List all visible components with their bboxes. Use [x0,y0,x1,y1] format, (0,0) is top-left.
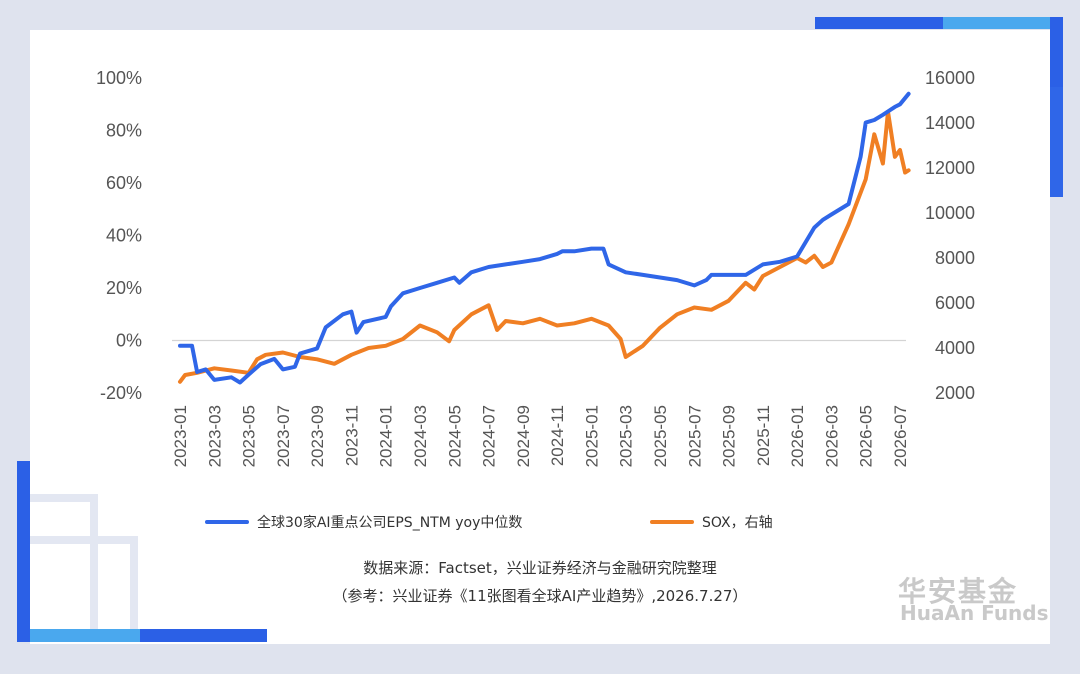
x-axis-tick-label: 2025-03 [617,405,636,467]
right-axis-tick-label: 8000 [935,248,975,268]
deco-bar-top-light [943,17,1050,29]
right-axis-tick-label: 12000 [925,158,975,178]
series-line-eps [178,91,911,385]
x-axis-tick-label: 2026-07 [891,405,910,467]
x-axis-tick-label: 2024-11 [548,405,567,466]
x-axis-tick-label: 2023-07 [274,405,293,467]
x-axis-tick-label: 2026-01 [788,405,807,467]
x-axis-tick-label: 2024-09 [514,405,533,467]
x-axis-tick-label: 2026-03 [822,405,841,467]
x-axis-tick-label: 2024-03 [411,405,430,467]
deco-square-outline-1 [30,494,98,634]
x-axis-tick-label: 2023-03 [205,405,224,467]
deco-bar-left-dark [17,461,30,642]
legend-label-series2: SOX，右轴 [702,515,773,531]
legend-label-series1: 全球30家AI重点公司EPS_NTM yoy中位数 [257,515,523,531]
series-line-sox [178,109,911,384]
left-axis-tick-label: 60% [106,173,142,193]
right-axis-tick-label: 2000 [935,383,975,403]
right-axis-tick-label: 4000 [935,338,975,358]
left-axis-tick-label: 100% [96,68,142,88]
right-axis-ticks: 16000 14000 12000 10000 8000 6000 4000 2000 [925,68,975,403]
brand-logo-cn: 华安基金 [898,575,1019,608]
left-axis-tick-label: 80% [106,121,142,141]
x-axis-tick-label: 2025-09 [720,405,739,467]
right-axis-tick-label: 6000 [935,293,975,313]
x-axis-tick-label: 2023-11 [342,405,361,466]
deco-bar-top-dark [815,17,943,29]
right-axis-tick-label: 10000 [925,203,975,223]
x-axis-tick-label: 2023-01 [171,405,190,467]
deco-bar-bottom-dark [140,629,267,642]
legend-swatch-series1 [205,520,249,524]
x-axis-tick-label: 2024-07 [480,405,499,467]
left-axis-tick-label: 0% [116,331,142,351]
deco-bar-top-dark-end [1050,17,1063,29]
deco-square-outline-2 [30,536,138,634]
x-axis-tick-label: 2026-05 [857,405,876,467]
left-axis-tick-label: -20% [100,383,142,403]
deco-bar-bottom-light [30,629,140,642]
left-axis-tick-label: 20% [106,278,142,298]
source-note: 数据来源：Factset，兴业证券经济与金融研究院整理 [363,559,717,577]
right-axis-tick-label: 14000 [925,113,975,133]
legend-item-series1: 全球30家AI重点公司EPS_NTM yoy中位数 [205,511,522,533]
x-axis-ticks: 2023-01 2023-03 2023-05 2023-07 2023-09 2023-… [171,405,910,467]
deco-bar-right-dark [1050,29,1063,87]
x-axis-tick-label: 2025-07 [685,405,704,467]
x-axis-tick-label: 2023-05 [240,405,259,467]
right-axis-tick-label: 16000 [925,68,975,88]
x-axis-tick-label: 2025-11 [754,405,773,466]
x-axis-tick-label: 2023-09 [308,405,327,467]
chart-card [30,30,1050,644]
deco-bar-right-light [1050,87,1063,197]
x-axis-tick-label: 2024-05 [445,405,464,467]
legend-item-series2: SOX，右轴 [650,511,773,533]
brand-logo-en: HuaAn Funds [900,601,1049,625]
series-lines [178,91,911,385]
x-axis-tick-label: 2025-05 [651,405,670,467]
reference-note: （参考：兴业证券《11张图看全球AI产业趋势》,2026.7.27） [332,587,748,605]
left-axis-tick-label: 40% [106,226,142,246]
legend-swatch-series2 [650,520,694,524]
x-axis-tick-label: 2025-01 [582,405,601,467]
left-axis-ticks: 100% 80% 60% 40% 20% 0% -20% [96,68,142,403]
x-axis-tick-label: 2024-01 [377,405,396,467]
